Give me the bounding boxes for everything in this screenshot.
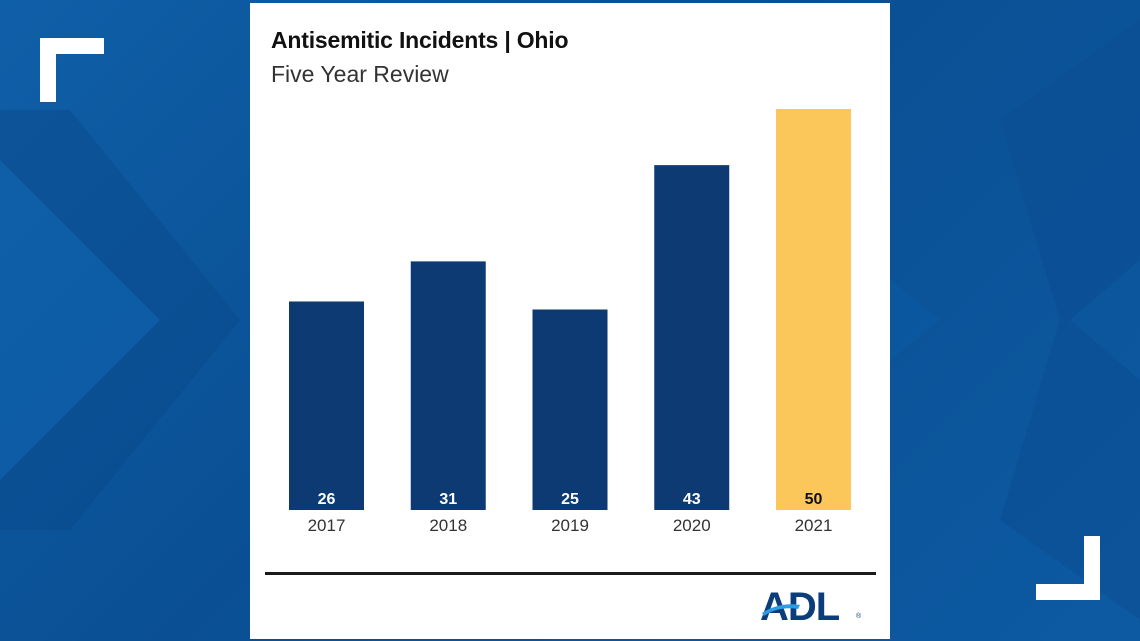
value-label-2017: 26 xyxy=(318,491,336,508)
adl-logo-text: ADL xyxy=(760,585,840,629)
adl-registered-mark: ® xyxy=(856,613,862,620)
value-label-2019: 25 xyxy=(561,491,579,508)
tick-label-2017: 2017 xyxy=(308,516,346,535)
corner-bracket-bottom-right-vertical xyxy=(1084,536,1100,600)
bar-2021 xyxy=(776,109,851,510)
bar-chart: 26 2017 31 2018 25 2019 43 2020 50 2021 xyxy=(289,109,851,535)
adl-logo-swoosh-icon xyxy=(762,604,800,616)
corner-bracket-top-left-vertical xyxy=(40,38,56,102)
adl-logo: ADL ® xyxy=(760,583,880,633)
chart-title: Antisemitic Incidents | Ohio xyxy=(271,27,569,53)
footer-rule xyxy=(265,572,876,575)
chart-card: Antisemitic Incidents | Ohio Five Year R… xyxy=(250,3,890,639)
bar-2019 xyxy=(532,309,608,510)
tick-label-2020: 2020 xyxy=(673,516,711,535)
value-label-2021: 50 xyxy=(805,491,823,508)
value-label-2020: 43 xyxy=(683,491,701,508)
tick-label-2021: 2021 xyxy=(795,516,833,535)
tick-label-2019: 2019 xyxy=(551,516,589,535)
bar-2020 xyxy=(654,165,730,510)
chart-subtitle: Five Year Review xyxy=(271,61,449,87)
tick-label-2018: 2018 xyxy=(429,516,467,535)
value-label-2018: 31 xyxy=(439,491,457,508)
bar-2018 xyxy=(410,261,486,510)
corner-bracket-top-left-horizontal xyxy=(40,38,104,54)
bar-2017 xyxy=(289,301,364,510)
